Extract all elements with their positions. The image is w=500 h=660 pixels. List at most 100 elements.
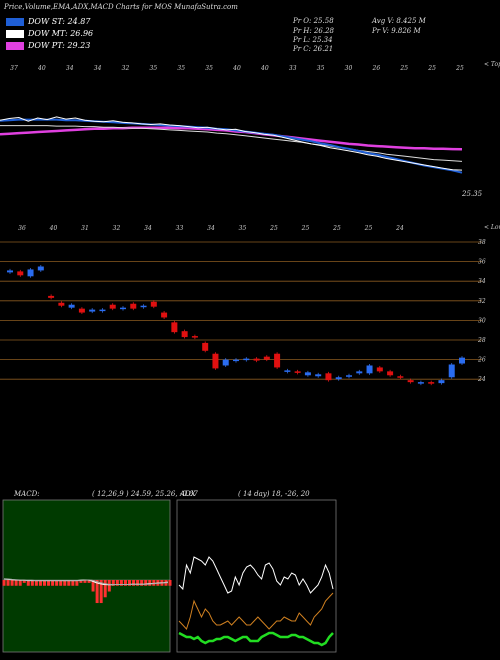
ema-line-price <box>0 116 463 171</box>
candle-body <box>171 322 178 333</box>
candle-body <box>120 307 126 310</box>
price-axis-label: 28 <box>477 337 486 344</box>
legend-dow-st: DOW ST: 24.87 <box>6 17 90 26</box>
price-axis-label: 36 <box>478 259 486 266</box>
lows-tick-label: 35 <box>239 225 247 232</box>
macd-histogram-bar <box>51 580 55 586</box>
tops-tick-label: 35 <box>150 65 158 72</box>
candle-body <box>253 358 260 361</box>
price-axis-label: 32 <box>478 298 486 305</box>
tops-tick-label: 25 <box>399 65 408 72</box>
candle-body <box>212 353 219 369</box>
candle-body <box>346 375 352 377</box>
lows-axis-label: < Lows <box>484 224 500 231</box>
candle-body <box>243 358 250 361</box>
legend-label-pt: DOW PT: 29.23 <box>28 41 91 50</box>
price-axis-label: 26 <box>477 357 486 364</box>
macd-histogram-bar <box>10 580 14 586</box>
candle-body <box>274 353 281 368</box>
macd-histogram-bar <box>75 580 79 586</box>
tops-tick-label: 30 <box>345 65 353 72</box>
candle-body <box>202 342 209 351</box>
macd-histogram-bar <box>42 580 46 586</box>
stat-close: Pr C: 26.21 <box>293 45 334 53</box>
macd-histogram-bar <box>132 580 136 586</box>
macd-histogram-bar <box>119 580 123 586</box>
candle-body <box>109 304 116 309</box>
tops-tick-label: 32 <box>122 65 130 72</box>
macd-histogram-bar <box>79 580 83 583</box>
legend-swatch-pt <box>6 41 24 50</box>
lows-tick-label: 36 <box>18 225 26 232</box>
candle-body <box>222 359 229 366</box>
tops-tick-label: 34 <box>94 65 102 72</box>
ema-line-dow-mt <box>0 125 463 162</box>
candle-body <box>304 372 311 376</box>
chart-title: Price,Volume,EMA,ADX,MACD Charts for MOS… <box>4 3 238 11</box>
candle-body <box>459 357 465 364</box>
adx-minus-di-line <box>178 592 334 630</box>
macd-histogram-bar <box>148 580 152 586</box>
candle-body <box>150 301 157 307</box>
ema-line-dow-pt <box>0 126 463 151</box>
lows-tick-label: 25 <box>269 225 278 232</box>
tops-tick-label: 40 <box>260 65 269 72</box>
macd-histogram-bar <box>91 580 95 592</box>
macd-histogram-bar <box>140 580 144 586</box>
tops-tick-label: 40 <box>232 65 241 72</box>
macd-histogram-bar <box>103 580 107 598</box>
lows-tick-label: 24 <box>395 225 404 232</box>
candle-body <box>140 305 147 308</box>
legend-dow-mt: DOW MT: 26.96 <box>6 29 93 38</box>
tops-axis-label: < Tops <box>484 61 500 68</box>
macd-histogram-bar <box>55 580 59 586</box>
candle-body <box>48 295 55 298</box>
tops-tick-label: 33 <box>289 65 297 72</box>
macd-histogram-bar <box>128 580 132 586</box>
candle-body <box>99 309 106 312</box>
lows-tick-label: 25 <box>301 225 310 232</box>
tops-tick-label: 35 <box>317 65 325 72</box>
macd-histogram-bar <box>111 580 115 586</box>
price-axis-label: 24 <box>477 376 486 383</box>
stat-prev-volume: Pr V: 9.826 M <box>372 27 421 35</box>
macd-line-signal <box>3 578 169 585</box>
candle-body <box>263 356 270 360</box>
macd-histogram-bar <box>34 580 38 586</box>
lows-tick-label: 25 <box>364 225 373 232</box>
lows-tick-label: 40 <box>49 225 58 232</box>
macd-histogram-bar <box>144 580 148 586</box>
macd-histogram-bar <box>59 580 63 586</box>
macd-histogram-bar <box>99 580 103 604</box>
macd-histogram-bar <box>107 580 111 592</box>
macd-histogram-bar <box>95 580 99 604</box>
macd-histogram-bar <box>2 580 6 586</box>
macd-histogram-bar <box>67 580 71 586</box>
macd-histogram-bar <box>6 580 10 586</box>
candle-body <box>428 382 435 384</box>
stat-high: Pr H: 26.28 <box>293 27 335 35</box>
candle-body <box>68 304 75 308</box>
macd-histogram-bar <box>136 580 140 586</box>
macd-histogram-bar <box>38 580 42 586</box>
price-axis-label: 34 <box>478 278 486 285</box>
candle-body <box>58 302 65 306</box>
last-price-label: 25.35 <box>461 190 483 198</box>
candle-body <box>161 312 168 318</box>
candle-body <box>356 371 363 374</box>
adx-line <box>178 631 334 647</box>
candle-body <box>78 308 85 313</box>
legend-label-st: DOW ST: 24.87 <box>28 17 91 26</box>
candle-body <box>387 371 394 376</box>
candle-body <box>284 370 291 372</box>
macd-histogram-bar <box>22 580 26 583</box>
tops-tick-label: 34 <box>66 65 74 72</box>
macd-histogram-bar <box>115 580 119 586</box>
tops-tick-label: 25 <box>427 65 436 72</box>
lows-tick-label: 31 <box>81 225 89 232</box>
macd-params: ( 12,26,9 ) 24.59, 25.26, -0.67 <box>92 490 198 498</box>
candle-body <box>27 269 34 277</box>
candle-body <box>181 331 188 338</box>
candle-body <box>37 266 44 271</box>
macd-histogram-bar <box>47 580 51 586</box>
